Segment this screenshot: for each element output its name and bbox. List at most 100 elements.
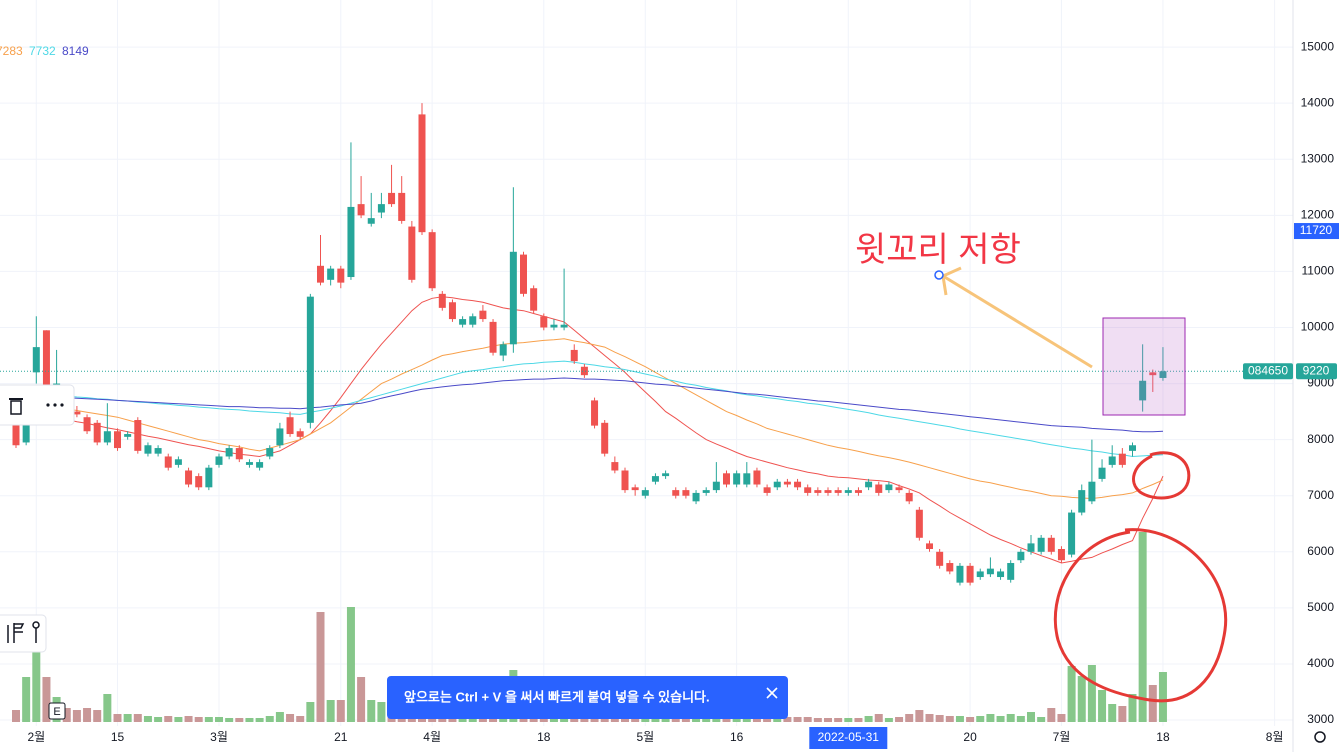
- y-tick-label: 4000: [1307, 656, 1334, 670]
- volume-bar: [316, 612, 325, 722]
- overlay-layer: 윗꼬리 저항: [855, 231, 1228, 703]
- crosshair-date-label: 2022-05-31: [818, 730, 880, 744]
- candle-body: [256, 462, 264, 468]
- delete-button[interactable]: [9, 398, 23, 415]
- candle-body: [428, 232, 436, 289]
- candle-body: [1037, 537, 1045, 552]
- volume-bar: [235, 718, 244, 722]
- candle-body: [570, 349, 578, 362]
- candle-body: [824, 490, 832, 493]
- volume-bar: [1016, 716, 1025, 722]
- candle-body: [723, 473, 730, 485]
- volume-bar: [752, 717, 761, 722]
- settings-button[interactable]: [1314, 731, 1326, 743]
- volume-bar: [966, 717, 975, 722]
- volume-bar: [275, 712, 284, 722]
- volume-bar: [996, 716, 1005, 722]
- last-price-label: 9220: [1303, 363, 1330, 377]
- candle-body: [936, 551, 944, 566]
- candle-body: [438, 293, 446, 308]
- tool-box[interactable]: [0, 614, 47, 653]
- volume-bar: [72, 710, 81, 722]
- candle-body: [448, 302, 456, 320]
- candle-body: [83, 417, 91, 432]
- candle-body: [1017, 551, 1025, 561]
- candle-body: [154, 448, 162, 454]
- price-axis: 3000 4000 5000 6000 7000 8000 9000 10000 11000 12…: [1292, 0, 1343, 752]
- volume-bar: [864, 716, 873, 722]
- y-tick-label: 13000: [1301, 151, 1335, 165]
- volume-bar: [1067, 666, 1076, 722]
- candle-body: [215, 456, 223, 465]
- dot: [46, 403, 50, 407]
- arrow-line: [942, 274, 1093, 369]
- volume-bar: [326, 700, 335, 722]
- volume-bar: [346, 607, 355, 722]
- more-button[interactable]: [46, 403, 64, 407]
- candle-body: [946, 563, 954, 572]
- scale-button[interactable]: [48, 702, 66, 720]
- x-tick-label: 15: [111, 730, 125, 744]
- y-tick-label: 6000: [1307, 544, 1334, 558]
- x-tick-label: 18: [1156, 730, 1170, 744]
- legend-value: 8149: [62, 44, 89, 58]
- candle-body: [32, 347, 40, 373]
- volume-bar: [1087, 665, 1096, 722]
- volume-bar: [844, 718, 853, 722]
- candle-body: [93, 422, 101, 443]
- volume-bar: [1148, 685, 1157, 722]
- candle-body: [580, 366, 588, 376]
- candle-body: [794, 481, 802, 488]
- candle-body: [174, 459, 182, 465]
- volume-bar: [1047, 708, 1056, 722]
- highlight-box: [1102, 317, 1186, 416]
- hand-circle-large: [1053, 528, 1228, 703]
- volume-bar: [773, 717, 782, 722]
- volume-bar: [905, 714, 914, 722]
- candle-body: [702, 490, 710, 493]
- volume-bar: [286, 714, 295, 722]
- candle-body: [997, 571, 1005, 578]
- volume-bar: [133, 714, 142, 722]
- candle-body: [956, 565, 964, 583]
- toast-close[interactable]: [766, 687, 778, 699]
- candle-body: [509, 251, 517, 345]
- candle-body: [712, 481, 720, 491]
- candle-body: [834, 490, 842, 493]
- x-tick-label: 7월: [1053, 730, 1071, 744]
- volume-bar: [32, 652, 41, 722]
- trash-lid: [9, 398, 23, 400]
- candle-body: [520, 254, 527, 294]
- legend-value: 7283: [0, 44, 23, 58]
- candle-body: [286, 417, 294, 435]
- x-tick-label: 21: [334, 730, 348, 744]
- volume-bar: [1057, 714, 1066, 722]
- volume-bar: [1108, 704, 1117, 722]
- candle-body: [1057, 548, 1065, 561]
- crosshair-price-box: [1294, 223, 1339, 240]
- candle-body: [854, 490, 862, 493]
- volume-bar: [945, 716, 954, 722]
- candle-body: [905, 492, 913, 502]
- volume-bar: [702, 717, 711, 722]
- candle-body: [327, 268, 335, 280]
- candle-body: [1098, 467, 1106, 479]
- candle-body: [408, 226, 416, 280]
- volume-bar: [336, 700, 345, 722]
- volume-bar: [12, 710, 20, 722]
- volume-bar: [22, 677, 31, 722]
- volume-bar: [1098, 690, 1107, 722]
- volume-bar: [895, 717, 904, 722]
- volume-bar: [164, 716, 173, 722]
- candle-body: [1118, 453, 1126, 465]
- volume-bar: [62, 708, 71, 722]
- y-tick-label: 14000: [1301, 95, 1335, 109]
- scale-button-label: E: [53, 706, 60, 718]
- countdown-box: [1243, 363, 1293, 380]
- candle-body: [926, 543, 933, 549]
- y-tick-label: 10000: [1301, 320, 1335, 334]
- candle-body: [1088, 481, 1096, 502]
- candle-body: [124, 434, 132, 437]
- volume-bar: [204, 717, 213, 722]
